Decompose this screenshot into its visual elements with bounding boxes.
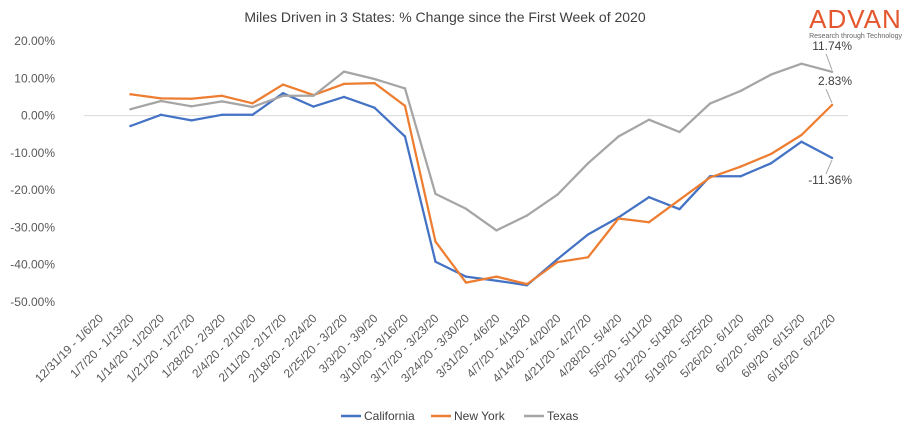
end-value-label: 11.74% xyxy=(812,39,852,53)
data-point-new-york xyxy=(830,103,834,107)
data-point-new-york xyxy=(647,221,651,224)
data-point-new-york xyxy=(281,83,285,86)
data-point-california xyxy=(678,207,681,211)
data-point-california xyxy=(251,113,254,117)
data-point-new-york xyxy=(190,97,193,100)
data-point-california xyxy=(556,257,559,261)
data-point-california xyxy=(739,175,742,178)
y-tick-label: 20.00% xyxy=(14,34,55,48)
data-point-new-york xyxy=(617,217,620,220)
y-tick-label: -10.00% xyxy=(10,146,55,160)
data-point-texas xyxy=(159,99,163,103)
data-point-california xyxy=(220,113,224,117)
data-point-texas xyxy=(190,105,193,108)
data-point-california xyxy=(800,140,803,143)
data-point-new-york xyxy=(708,176,712,179)
data-point-new-york xyxy=(373,81,376,85)
data-point-california xyxy=(647,196,651,199)
data-point-new-york xyxy=(403,104,407,108)
data-point-texas xyxy=(647,118,651,121)
annotation-layer: 11.74% 2.83% -11.36% xyxy=(808,39,852,187)
data-point-texas xyxy=(739,89,742,93)
x-axis: 12/31/19 - 1/6/201/7/20 - 1/13/201/14/20… xyxy=(32,115,848,385)
legend-label: California xyxy=(364,409,415,423)
legend-label: New York xyxy=(454,409,506,423)
data-point-new-york xyxy=(525,282,529,286)
series-line-california xyxy=(129,92,834,287)
end-value-label: 2.83% xyxy=(818,74,852,88)
data-point-texas xyxy=(464,207,468,210)
data-point-texas xyxy=(281,94,285,98)
data-point-california xyxy=(495,279,498,282)
data-point-california xyxy=(129,124,132,128)
data-point-texas xyxy=(403,87,407,90)
data-point-texas xyxy=(251,105,254,109)
data-point-california xyxy=(373,106,376,109)
data-point-texas xyxy=(708,102,712,105)
data-point-texas xyxy=(769,73,773,76)
data-point-texas xyxy=(586,162,590,165)
logo-wordmark: ADVAN xyxy=(809,4,902,34)
data-point-california xyxy=(830,156,834,160)
data-point-texas xyxy=(373,77,376,81)
data-point-california xyxy=(403,135,407,138)
data-point-texas xyxy=(556,193,559,196)
y-tick-label: -30.00% xyxy=(10,220,55,234)
data-point-new-york xyxy=(342,82,346,86)
data-point-texas xyxy=(220,100,224,103)
y-tick-label: 0.00% xyxy=(21,109,55,123)
data-point-new-york xyxy=(769,152,773,156)
data-point-california xyxy=(342,95,346,99)
legend-label: Texas xyxy=(547,409,578,423)
data-point-new-york xyxy=(220,94,224,98)
series-layer xyxy=(129,62,834,287)
data-point-new-york xyxy=(800,133,803,137)
data-point-new-york xyxy=(464,281,468,284)
data-point-texas xyxy=(678,130,681,134)
data-point-texas xyxy=(342,70,346,73)
data-point-texas xyxy=(129,108,132,111)
data-point-california xyxy=(190,119,193,122)
data-point-california xyxy=(312,105,315,108)
data-point-texas xyxy=(434,192,437,196)
annotation-leader xyxy=(825,53,833,70)
data-point-texas xyxy=(800,62,803,65)
annotation-leader xyxy=(825,159,833,175)
data-point-new-york xyxy=(739,165,742,168)
data-point-california xyxy=(464,275,468,278)
end-value-label: -11.36% xyxy=(808,173,852,187)
advan-logo: ADVAN Research through Technology xyxy=(809,6,902,40)
data-point-texas xyxy=(830,70,834,73)
data-point-new-york xyxy=(434,240,437,243)
chart-title: Miles Driven in 3 States: % Change since… xyxy=(244,9,645,25)
data-point-california xyxy=(434,260,437,263)
logo-tagline: Research through Technology xyxy=(809,33,902,40)
data-point-new-york xyxy=(129,93,132,96)
y-tick-label: 10.00% xyxy=(14,71,55,85)
legend: California New York Texas xyxy=(341,409,578,423)
data-point-california xyxy=(769,162,773,165)
data-point-texas xyxy=(617,135,620,138)
data-point-new-york xyxy=(586,256,590,259)
y-tick-label: -40.00% xyxy=(10,258,55,272)
y-tick-label: -50.00% xyxy=(10,295,55,309)
data-point-california xyxy=(586,233,590,236)
data-point-new-york xyxy=(678,198,681,202)
series-line-texas xyxy=(129,62,834,232)
series-line-new-york xyxy=(129,81,834,286)
data-point-new-york xyxy=(495,275,498,278)
data-point-new-york xyxy=(159,97,163,100)
annotation-leader xyxy=(825,88,833,104)
data-point-california xyxy=(159,113,163,117)
data-point-texas xyxy=(525,214,529,217)
data-point-new-york xyxy=(251,102,254,105)
y-tick-label: -20.00% xyxy=(10,183,55,197)
data-point-california xyxy=(281,92,285,95)
y-axis: 20.00% 10.00% 0.00% -10.00% -20.00% -30.00% -4… xyxy=(10,34,55,309)
data-point-new-york xyxy=(556,260,559,264)
data-point-texas xyxy=(495,229,498,232)
data-point-texas xyxy=(312,94,315,98)
